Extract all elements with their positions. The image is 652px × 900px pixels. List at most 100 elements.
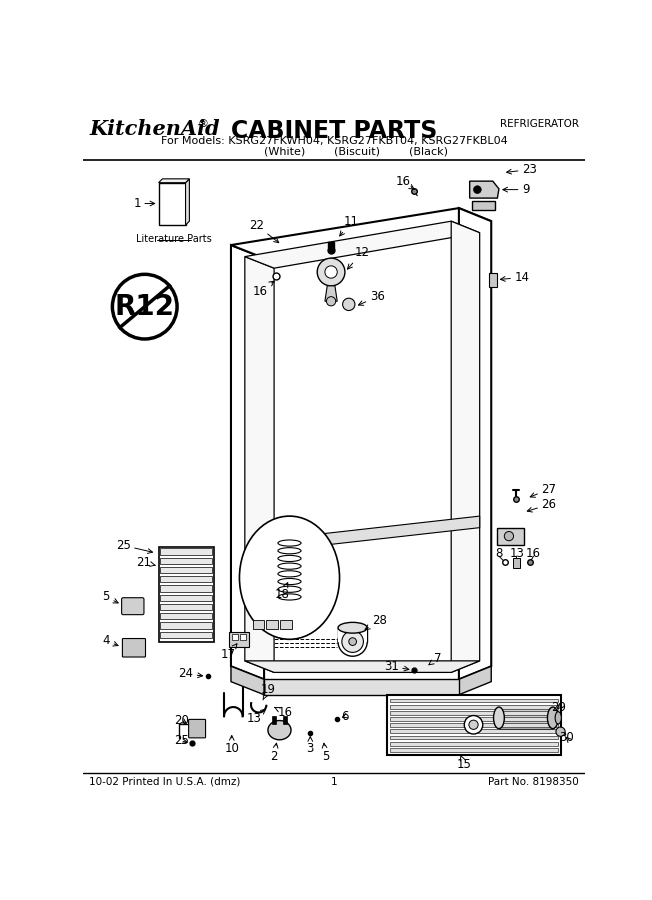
Bar bbox=[390, 742, 558, 745]
Circle shape bbox=[318, 258, 345, 286]
Ellipse shape bbox=[494, 707, 504, 729]
Bar bbox=[489, 273, 497, 286]
Polygon shape bbox=[451, 221, 480, 672]
Text: 19: 19 bbox=[260, 683, 275, 700]
Bar bbox=[284, 716, 287, 724]
Circle shape bbox=[327, 297, 336, 306]
Text: 9: 9 bbox=[503, 183, 529, 196]
Text: 30: 30 bbox=[559, 732, 574, 744]
Bar bbox=[267, 620, 278, 629]
Polygon shape bbox=[160, 585, 213, 591]
Ellipse shape bbox=[268, 721, 291, 740]
Ellipse shape bbox=[239, 516, 340, 639]
Text: 31: 31 bbox=[383, 660, 409, 673]
Text: 1: 1 bbox=[331, 777, 338, 787]
Polygon shape bbox=[325, 286, 337, 302]
Text: 13: 13 bbox=[509, 546, 524, 560]
Text: 8: 8 bbox=[496, 546, 503, 560]
Bar bbox=[158, 547, 214, 643]
Text: 15: 15 bbox=[457, 755, 471, 771]
Polygon shape bbox=[245, 661, 480, 672]
Circle shape bbox=[504, 532, 514, 541]
Bar bbox=[390, 748, 558, 752]
Text: Part No. 8198350: Part No. 8198350 bbox=[488, 777, 579, 787]
Polygon shape bbox=[459, 208, 491, 680]
Polygon shape bbox=[186, 179, 189, 225]
Text: 29: 29 bbox=[552, 700, 567, 714]
Polygon shape bbox=[264, 680, 459, 695]
Bar bbox=[230, 632, 248, 647]
Circle shape bbox=[342, 298, 355, 310]
Text: 11: 11 bbox=[340, 215, 359, 236]
Text: 14: 14 bbox=[501, 271, 529, 284]
Text: REFRIGERATOR: REFRIGERATOR bbox=[500, 119, 579, 129]
Text: 27: 27 bbox=[530, 482, 556, 498]
Polygon shape bbox=[160, 604, 213, 610]
Text: 10: 10 bbox=[224, 735, 239, 755]
Text: ®: ® bbox=[197, 119, 208, 129]
Circle shape bbox=[473, 185, 481, 193]
Text: 1: 1 bbox=[133, 197, 155, 210]
Polygon shape bbox=[231, 245, 264, 680]
Ellipse shape bbox=[548, 707, 558, 729]
Bar bbox=[390, 729, 558, 733]
Polygon shape bbox=[245, 256, 274, 672]
Ellipse shape bbox=[338, 623, 367, 633]
Bar bbox=[390, 711, 558, 715]
Polygon shape bbox=[160, 576, 213, 582]
Polygon shape bbox=[158, 183, 186, 225]
Bar bbox=[512, 558, 520, 568]
Ellipse shape bbox=[555, 712, 561, 724]
Polygon shape bbox=[274, 516, 480, 551]
Bar bbox=[252, 620, 264, 629]
Bar bbox=[231, 634, 238, 640]
Text: 16: 16 bbox=[274, 706, 292, 719]
Bar bbox=[390, 735, 558, 740]
Text: 20: 20 bbox=[174, 714, 189, 726]
Polygon shape bbox=[160, 595, 213, 601]
Text: 5: 5 bbox=[102, 590, 118, 603]
Bar bbox=[338, 628, 367, 642]
Bar bbox=[387, 695, 561, 755]
Text: 6: 6 bbox=[341, 710, 349, 723]
Text: (Black): (Black) bbox=[409, 147, 447, 157]
Text: (White): (White) bbox=[264, 147, 306, 157]
Ellipse shape bbox=[342, 631, 363, 652]
Text: 24: 24 bbox=[178, 668, 203, 680]
Polygon shape bbox=[160, 558, 213, 563]
FancyBboxPatch shape bbox=[122, 598, 144, 615]
Bar bbox=[240, 634, 246, 640]
Text: 23: 23 bbox=[507, 163, 537, 176]
Text: 26: 26 bbox=[527, 498, 556, 512]
Text: 22: 22 bbox=[249, 219, 279, 243]
Polygon shape bbox=[158, 179, 189, 183]
Text: 4: 4 bbox=[102, 634, 118, 647]
Circle shape bbox=[112, 274, 177, 339]
Polygon shape bbox=[160, 632, 213, 638]
Text: 13: 13 bbox=[246, 709, 265, 725]
Text: 18: 18 bbox=[274, 582, 289, 601]
Polygon shape bbox=[472, 202, 495, 211]
FancyBboxPatch shape bbox=[123, 638, 145, 657]
Ellipse shape bbox=[349, 638, 357, 645]
Text: (Biscuit): (Biscuit) bbox=[334, 147, 380, 157]
Polygon shape bbox=[160, 548, 213, 554]
Text: 36: 36 bbox=[359, 290, 385, 305]
Polygon shape bbox=[245, 221, 480, 268]
Text: 12: 12 bbox=[348, 247, 370, 269]
Text: 25: 25 bbox=[116, 539, 153, 554]
Polygon shape bbox=[231, 666, 264, 695]
Text: 16: 16 bbox=[526, 546, 541, 560]
Text: Literature Parts: Literature Parts bbox=[136, 234, 212, 244]
Polygon shape bbox=[160, 623, 213, 628]
Text: CABINET PARTS: CABINET PARTS bbox=[231, 119, 437, 143]
Polygon shape bbox=[497, 527, 524, 544]
Text: R12: R12 bbox=[115, 292, 175, 320]
Bar bbox=[390, 698, 558, 702]
Text: 2: 2 bbox=[271, 743, 278, 763]
Circle shape bbox=[464, 716, 482, 734]
Text: KitchenAid: KitchenAid bbox=[89, 119, 220, 139]
Text: 3: 3 bbox=[306, 736, 314, 755]
Bar bbox=[280, 620, 292, 629]
Text: 7: 7 bbox=[429, 652, 441, 665]
